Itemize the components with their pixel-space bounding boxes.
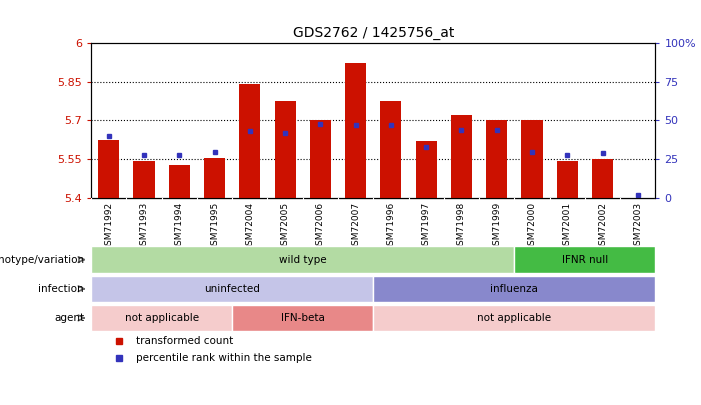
Text: genotype/variation: genotype/variation bbox=[0, 255, 84, 264]
Bar bbox=[91, 305, 232, 331]
Text: not applicable: not applicable bbox=[125, 313, 198, 323]
Text: GSM71996: GSM71996 bbox=[386, 202, 395, 252]
Text: IFN-beta: IFN-beta bbox=[281, 313, 325, 323]
Bar bbox=[381, 101, 402, 198]
Bar bbox=[345, 63, 366, 198]
Bar bbox=[486, 121, 508, 198]
Text: GSM71993: GSM71993 bbox=[139, 202, 149, 252]
Text: GSM71994: GSM71994 bbox=[175, 202, 184, 251]
Bar bbox=[592, 160, 613, 198]
Text: GSM72006: GSM72006 bbox=[316, 202, 325, 251]
Text: transformed count: transformed count bbox=[136, 336, 233, 345]
Bar bbox=[451, 115, 472, 198]
Text: GSM71999: GSM71999 bbox=[492, 202, 501, 252]
Bar bbox=[91, 247, 515, 273]
Bar bbox=[374, 305, 655, 331]
Text: GSM72004: GSM72004 bbox=[245, 202, 254, 251]
Text: wild type: wild type bbox=[279, 255, 327, 264]
Bar bbox=[416, 141, 437, 198]
Bar bbox=[275, 101, 296, 198]
Text: GSM71995: GSM71995 bbox=[210, 202, 219, 252]
Title: GDS2762 / 1425756_at: GDS2762 / 1425756_at bbox=[292, 26, 454, 40]
Text: IFNR null: IFNR null bbox=[562, 255, 608, 264]
Bar bbox=[239, 84, 261, 198]
Bar bbox=[374, 276, 655, 302]
Bar bbox=[515, 247, 655, 273]
Text: percentile rank within the sample: percentile rank within the sample bbox=[136, 354, 312, 363]
Bar bbox=[522, 121, 543, 198]
Bar bbox=[169, 165, 190, 198]
Bar bbox=[557, 161, 578, 198]
Text: influenza: influenza bbox=[491, 284, 538, 294]
Bar bbox=[133, 161, 155, 198]
Text: GSM72002: GSM72002 bbox=[598, 202, 607, 251]
Bar bbox=[91, 276, 374, 302]
Text: uninfected: uninfected bbox=[204, 284, 260, 294]
Bar bbox=[310, 121, 331, 198]
Text: GSM71998: GSM71998 bbox=[457, 202, 466, 252]
Bar bbox=[232, 305, 374, 331]
Text: GSM72007: GSM72007 bbox=[351, 202, 360, 251]
Text: GSM72000: GSM72000 bbox=[527, 202, 536, 251]
Text: infection: infection bbox=[39, 284, 84, 294]
Bar bbox=[98, 140, 119, 198]
Text: not applicable: not applicable bbox=[477, 313, 552, 323]
Bar bbox=[204, 158, 225, 198]
Text: GSM71997: GSM71997 bbox=[422, 202, 430, 252]
Text: GSM72001: GSM72001 bbox=[563, 202, 572, 251]
Text: GSM71992: GSM71992 bbox=[104, 202, 114, 251]
Text: GSM72005: GSM72005 bbox=[280, 202, 290, 251]
Text: GSM72003: GSM72003 bbox=[633, 202, 642, 251]
Text: agent: agent bbox=[54, 313, 84, 323]
